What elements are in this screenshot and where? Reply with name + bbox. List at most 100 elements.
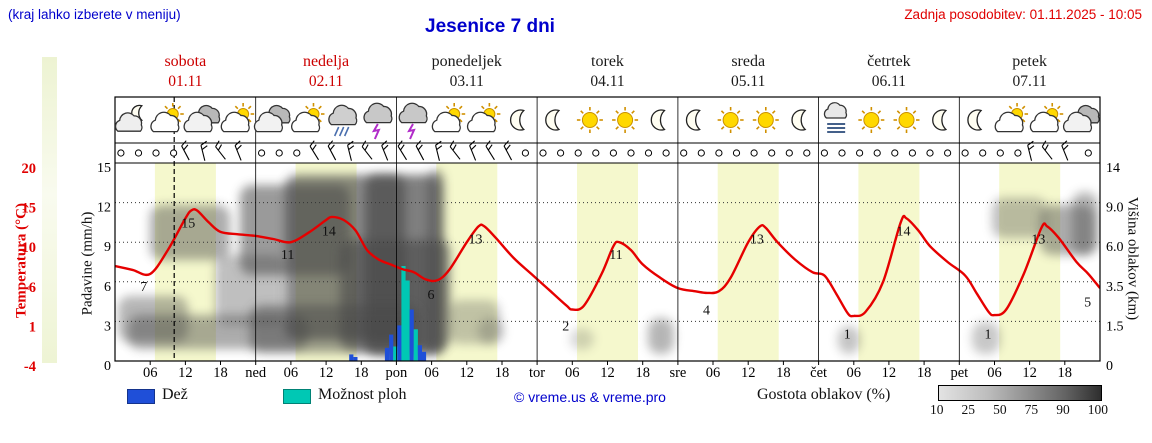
day-label-petek: petek 07.11 (959, 51, 1100, 93)
weather-icon-moon (650, 109, 666, 131)
day-date: 03.11 (449, 73, 484, 91)
wind-barb-icon (469, 140, 477, 161)
cloud-density-label: Gostota oblakov (%) (757, 386, 891, 403)
weather-icon-rain (328, 104, 358, 137)
svg-text:15: 15 (97, 161, 111, 176)
shower-legend-swatch (283, 389, 311, 404)
wind-barb-icon (1061, 140, 1069, 161)
wind-row (117, 140, 1092, 161)
wind-barb-icon (347, 140, 355, 161)
day-label-četrtek: četrtek 06.11 (819, 51, 960, 93)
day-label-ponedeljek: ponedeljek 03.11 (396, 51, 537, 93)
weather-icon-partly (291, 103, 325, 133)
day-name: ponedeljek (431, 53, 502, 70)
svg-text:1: 1 (844, 327, 851, 342)
weather-icon-moon (967, 109, 983, 131)
wind-barb-icon (1027, 140, 1035, 161)
weather-icon-partly (431, 103, 466, 133)
gridlines (115, 202, 1100, 322)
svg-text:9.0: 9.0 (1106, 201, 1124, 216)
day-date: 05.11 (731, 73, 766, 91)
svg-text:1: 1 (29, 319, 36, 335)
density-tick: 25 (961, 402, 976, 417)
calm-wind-icon (697, 149, 705, 157)
day-name: torek (591, 53, 624, 70)
day-label-sobota: sobota 01.11 (115, 51, 256, 93)
calm-wind-icon (644, 149, 653, 157)
svg-text:12: 12 (1022, 365, 1037, 381)
svg-text:15: 15 (181, 217, 195, 232)
calm-wind-icon (732, 149, 741, 157)
calm-wind-icon (979, 149, 987, 157)
svg-text:06: 06 (847, 365, 862, 381)
day-date: 02.11 (308, 73, 344, 91)
svg-text:12: 12 (882, 365, 897, 381)
svg-text:13: 13 (469, 232, 483, 247)
calm-wind-icon (539, 149, 547, 157)
svg-text:06: 06 (284, 365, 299, 381)
svg-text:6: 6 (29, 280, 36, 296)
weather-icon-storm (398, 102, 428, 140)
svg-text:12: 12 (178, 365, 193, 381)
svg-text:6: 6 (104, 280, 111, 295)
calm-wind-icon (856, 149, 864, 157)
last-update-timestamp: Zadnja posodobitev: 01.11.2025 - 10:05 (904, 7, 1142, 22)
calm-wind-icon (996, 149, 1004, 157)
wind-barb-icon (435, 140, 443, 161)
wind-barb-icon (234, 140, 242, 161)
density-tick: 10 (930, 402, 944, 417)
calm-wind-icon (873, 149, 881, 157)
calm-wind-icon (926, 149, 934, 157)
svg-text:12: 12 (600, 365, 615, 381)
svg-text:18: 18 (776, 365, 791, 381)
calm-wind-icon (258, 149, 266, 157)
svg-text:7: 7 (140, 280, 147, 295)
wind-barb-icon (397, 140, 408, 161)
calm-wind-icon (557, 149, 565, 157)
svg-text:06: 06 (987, 365, 1002, 381)
svg-text:06: 06 (143, 365, 158, 381)
svg-text:20: 20 (22, 161, 37, 177)
calm-wind-icon (521, 149, 530, 157)
weather-icon-cloudy (253, 104, 291, 133)
svg-text:sre: sre (669, 365, 686, 381)
weather-icon-moon (932, 109, 948, 131)
svg-text:9: 9 (104, 240, 111, 255)
day-name: sreda (731, 53, 766, 70)
weather-icons-row (114, 102, 1100, 140)
calm-wind-icon (715, 149, 723, 157)
calm-wind-icon (680, 149, 688, 157)
weather-icon-partly (150, 103, 184, 133)
wind-barb-icon (309, 140, 320, 161)
svg-text:5: 5 (1084, 296, 1091, 311)
wind-barb-icon (1041, 140, 1053, 160)
weather-icon-moon (685, 109, 701, 131)
svg-text:18: 18 (495, 365, 510, 381)
calm-wind-icon (152, 149, 160, 157)
day-date: 01.11 (168, 73, 203, 91)
svg-text:18: 18 (1058, 365, 1073, 381)
day-label-torek: torek 04.11 (537, 51, 678, 93)
calm-wind-icon (803, 149, 811, 157)
calm-wind-icon (750, 149, 758, 157)
calm-wind-icon (944, 149, 952, 157)
temperature-scale-strip (42, 57, 57, 363)
svg-text:0: 0 (1106, 359, 1113, 374)
weather-icon-partly (466, 103, 501, 133)
calm-wind-icon (609, 149, 618, 157)
wind-barb-icon (327, 140, 337, 161)
day-label-sreda: sreda 05.11 (678, 51, 819, 93)
calm-wind-icon (908, 149, 917, 157)
wind-barb-icon (181, 140, 190, 161)
svg-text:ned: ned (245, 365, 267, 381)
wind-barb-icon (485, 140, 495, 161)
calm-wind-icon (627, 149, 635, 157)
calm-wind-icon (293, 149, 301, 157)
svg-text:12: 12 (319, 365, 334, 381)
credit-link[interactable]: © vreme.us & vreme.pro (514, 389, 666, 405)
calm-wind-icon (170, 149, 178, 157)
svg-text:14: 14 (1106, 161, 1120, 176)
svg-text:14: 14 (897, 224, 911, 239)
svg-text:11: 11 (609, 248, 622, 263)
